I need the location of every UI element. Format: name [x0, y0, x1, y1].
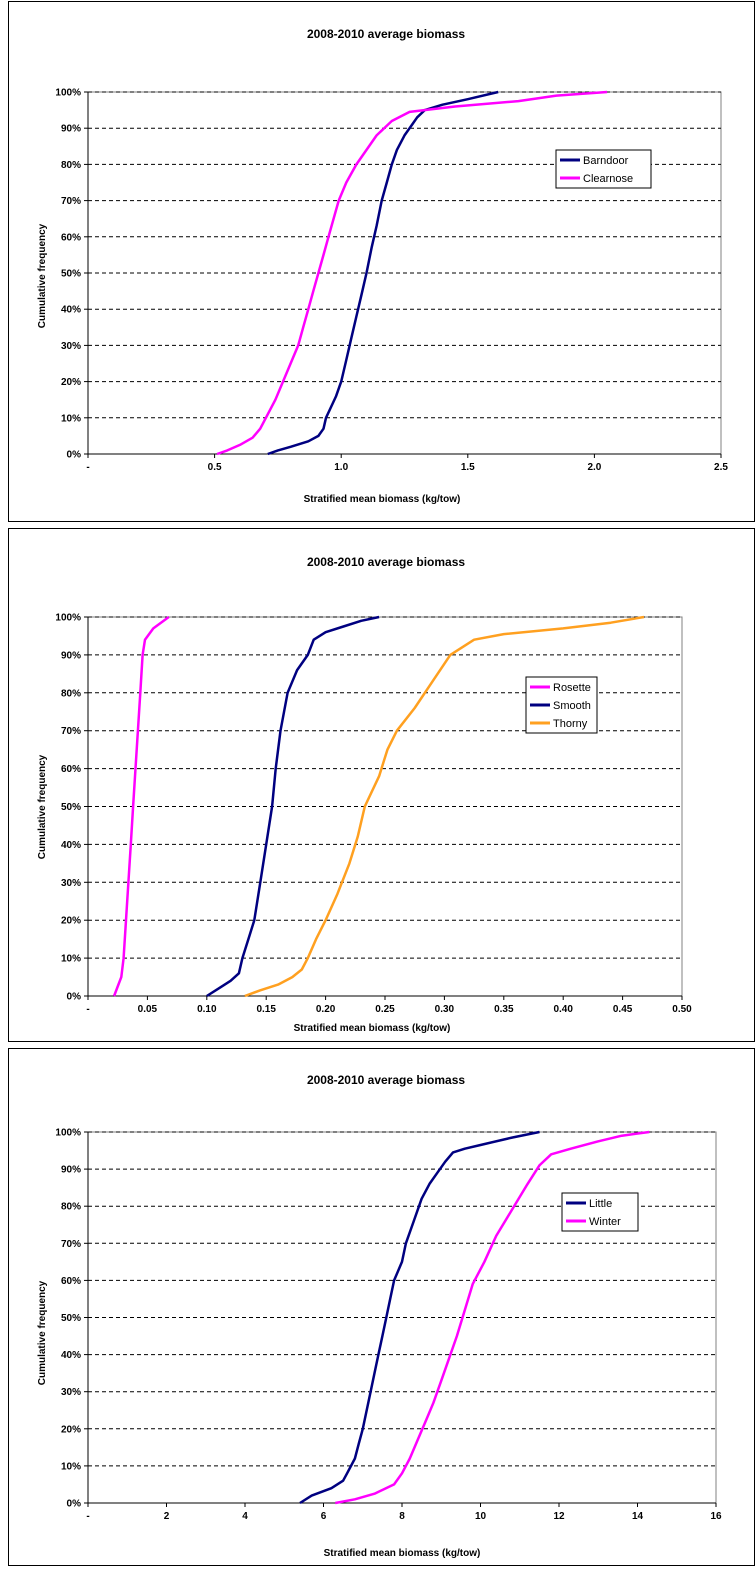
y-axis-label: Cumulative frequency — [37, 754, 48, 859]
y-tick-label: 90% — [61, 1165, 81, 1176]
legend-label-clearnose: Clearnose — [583, 173, 633, 185]
y-axis-label: Cumulative frequency — [37, 223, 48, 328]
y-tick-label: 0% — [67, 992, 82, 1003]
y-tick-label: 50% — [61, 1313, 81, 1324]
series-line-little — [299, 1130, 540, 1505]
chart-svg-2: 2008-2010 average biomass Stratified mea… — [37, 555, 692, 1034]
y-tick-label: 30% — [61, 878, 81, 889]
y-tick-label: 20% — [61, 1424, 81, 1435]
chart-title: 2008-2010 average biomass — [307, 1073, 465, 1087]
x-tick-label: 2 — [164, 1511, 170, 1522]
x-tick-label: 0.25 — [375, 1004, 395, 1015]
legend-label-smooth: Smooth — [553, 700, 591, 712]
x-tick-label: 2.5 — [714, 462, 728, 473]
legend-label-barndoor: Barndoor — [583, 155, 629, 167]
x-tick-label: 16 — [710, 1511, 722, 1522]
x-tick-label: 0.50 — [672, 1004, 692, 1015]
y-tick-label: 60% — [61, 764, 81, 775]
x-tick-label: 12 — [553, 1511, 565, 1522]
legend-label-thorny: Thorny — [553, 718, 588, 730]
y-tick-label: 90% — [61, 124, 81, 135]
chart-panel-1: 2008-2010 average biomass Stratified mea… — [8, 1, 755, 522]
legend-label-rosette: Rosette — [553, 682, 591, 694]
y-tick-label: 40% — [61, 840, 81, 851]
chart-svg-3: 2008-2010 average biomass Stratified mea… — [37, 1073, 722, 1559]
chart-panel-3: 2008-2010 average biomass Stratified mea… — [8, 1048, 755, 1566]
y-tick-label: 100% — [55, 613, 81, 624]
x-tick-label: 0.05 — [138, 1004, 158, 1015]
y-tick-label: 100% — [55, 1128, 81, 1139]
chart-svg-1: 2008-2010 average biomass Stratified mea… — [37, 27, 728, 505]
y-tick-label: 70% — [61, 726, 81, 737]
y-tick-label: 40% — [61, 1350, 81, 1361]
y-tick-label: 80% — [61, 688, 81, 699]
y-tick-label: 0% — [67, 1499, 82, 1510]
y-tick-label: 20% — [61, 916, 81, 927]
x-tick-label: 0.30 — [435, 1004, 455, 1015]
x-tick-label: 8 — [399, 1511, 405, 1522]
y-axis-label: Cumulative frequency — [37, 1280, 48, 1385]
legend-label-little: Little — [589, 1198, 612, 1210]
legend-box — [561, 1192, 639, 1232]
legend-box — [555, 149, 652, 189]
series-line-rosette — [112, 615, 170, 997]
x-tick-label: 1.5 — [461, 462, 475, 473]
series-line-thorny — [244, 615, 645, 998]
x-tick-label: 0.20 — [316, 1004, 336, 1015]
y-tick-label: 0% — [67, 450, 82, 461]
x-tick-label: 2.0 — [587, 462, 601, 473]
x-tick-label: - — [86, 1004, 89, 1015]
y-tick-label: 80% — [61, 1202, 81, 1213]
x-axis-label: Stratified mean biomass (kg/tow) — [324, 1548, 481, 1559]
y-tick-label: 20% — [61, 377, 81, 388]
x-tick-label: - — [86, 1511, 89, 1522]
x-tick-label: 1.0 — [334, 462, 348, 473]
y-tick-label: 30% — [61, 1387, 81, 1398]
y-tick-label: 70% — [61, 1239, 81, 1250]
x-tick-label: 0.15 — [256, 1004, 276, 1015]
chart-title: 2008-2010 average biomass — [307, 555, 465, 569]
x-tick-label: 0.5 — [208, 462, 222, 473]
x-tick-label: 6 — [321, 1511, 327, 1522]
x-tick-label: 0.40 — [553, 1004, 573, 1015]
y-tick-label: 70% — [61, 196, 81, 207]
y-tick-label: 100% — [55, 88, 81, 99]
x-tick-label: 0.45 — [613, 1004, 633, 1015]
y-tick-label: 40% — [61, 305, 81, 316]
x-tick-label: 0.10 — [197, 1004, 217, 1015]
x-tick-label: - — [86, 462, 89, 473]
series-line-clearnose — [216, 90, 608, 456]
y-tick-label: 60% — [61, 232, 81, 243]
chart-panel-2: 2008-2010 average biomass Stratified mea… — [8, 528, 755, 1042]
x-tick-label: 14 — [632, 1511, 644, 1522]
x-tick-label: 4 — [242, 1511, 248, 1522]
series-line-smooth — [206, 615, 380, 998]
y-tick-label: 10% — [61, 954, 81, 965]
y-tick-label: 80% — [61, 160, 81, 171]
x-axis-label: Stratified mean biomass (kg/tow) — [304, 494, 461, 505]
series-line-barndoor — [267, 90, 499, 456]
y-tick-label: 50% — [61, 802, 81, 813]
y-tick-label: 10% — [61, 413, 81, 424]
series-line-winter — [335, 1130, 650, 1505]
x-axis-label: Stratified mean biomass (kg/tow) — [294, 1023, 451, 1034]
y-tick-label: 60% — [61, 1276, 81, 1287]
y-tick-label: 50% — [61, 269, 81, 280]
y-tick-label: 90% — [61, 650, 81, 661]
x-tick-label: 0.35 — [494, 1004, 514, 1015]
y-tick-label: 10% — [61, 1461, 81, 1472]
x-tick-label: 10 — [475, 1511, 487, 1522]
legend-label-winter: Winter — [589, 1216, 621, 1228]
y-tick-label: 30% — [61, 341, 81, 352]
chart-title: 2008-2010 average biomass — [307, 27, 465, 41]
